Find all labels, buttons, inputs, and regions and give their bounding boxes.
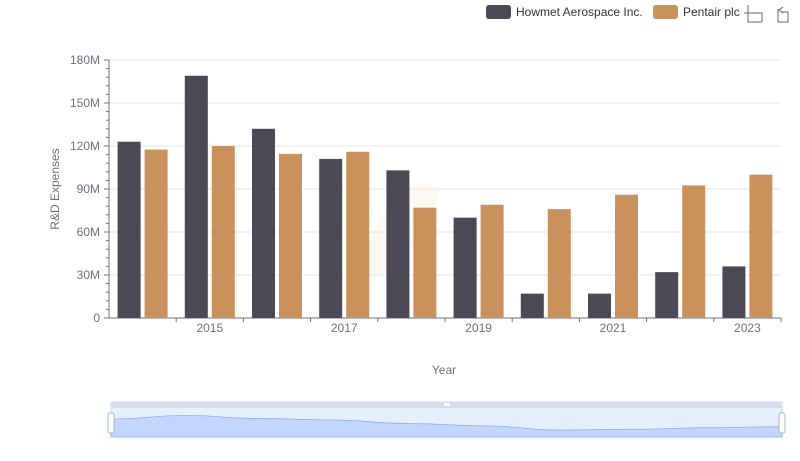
data-zoom-slider[interactable] [107,401,786,438]
y-tick-label: 180M [70,53,100,67]
bar-howmet-2022[interactable] [655,272,679,318]
x-tick-label: 2019 [465,321,492,335]
bar-howmet-2021[interactable] [588,293,611,318]
x-tick-label: 2015 [196,321,223,335]
bar-pentair-2014[interactable] [144,149,168,318]
bar-howmet-2023[interactable] [722,266,746,318]
bar-pentair-2016[interactable] [279,153,302,318]
x-tick-label: 2023 [734,321,761,335]
legend-label-howmet: Howmet Aerospace Inc. [516,5,643,19]
bar-howmet-2016[interactable] [252,128,275,318]
bar-pentair-2020[interactable] [547,209,571,318]
grid-lines [109,59,781,276]
y-axis-ticks: 0 30M 60M 90M 120M 150M 180M [70,53,110,325]
x-axis-title: Year [432,363,456,377]
bar-pentair-2022[interactable] [682,185,706,318]
bar-howmet-2015[interactable] [184,75,208,319]
x-axis: 2015 2017 2019 2021 2023 [109,317,782,335]
restore-icon[interactable] [777,6,789,23]
data-zoom-handle-right[interactable] [778,412,786,434]
bar-howmet-2019[interactable] [453,217,477,318]
legend-swatch-pentair [653,5,678,19]
legend[interactable]: Howmet Aerospace Inc. Pentair plc [486,5,740,19]
legend-item-pentair[interactable]: Pentair plc [653,5,740,19]
bar-pentair-2017[interactable] [346,151,370,318]
legend-swatch-howmet [486,5,511,19]
legend-label-pentair: Pentair plc [683,5,740,19]
data-zoom-handle-left[interactable] [107,412,115,434]
bar-pentair-2021[interactable] [615,194,638,318]
bar-pentair-2018[interactable] [413,207,437,318]
data-zoom-top-bar-grip [444,403,450,406]
bar-howmet-2017[interactable] [319,158,343,318]
x-tick-label: 2021 [600,321,627,335]
y-tick-label: 120M [70,139,100,153]
zoom-icon[interactable] [744,5,763,23]
y-tick-label: 60M [77,225,100,239]
bar-howmet-2020[interactable] [520,293,544,318]
y-tick-label: 0 [93,311,100,325]
legend-item-howmet[interactable]: Howmet Aerospace Inc. [486,5,643,19]
y-tick-label: 90M [77,182,100,196]
bar-pentair-2023[interactable] [749,174,773,318]
bar-pentair-2015[interactable] [211,146,235,318]
bar-pentair-2019[interactable] [480,204,504,318]
bars [117,75,773,319]
data-zoom-preview-area [110,414,783,438]
bar-howmet-2014[interactable] [117,141,141,318]
y-axis-title: R&D Expenses [48,148,62,229]
y-tick-label: 150M [70,96,100,110]
y-tick-label: 30M [77,268,100,282]
x-tick-label: 2017 [331,321,358,335]
bar-howmet-2018[interactable] [386,170,410,318]
